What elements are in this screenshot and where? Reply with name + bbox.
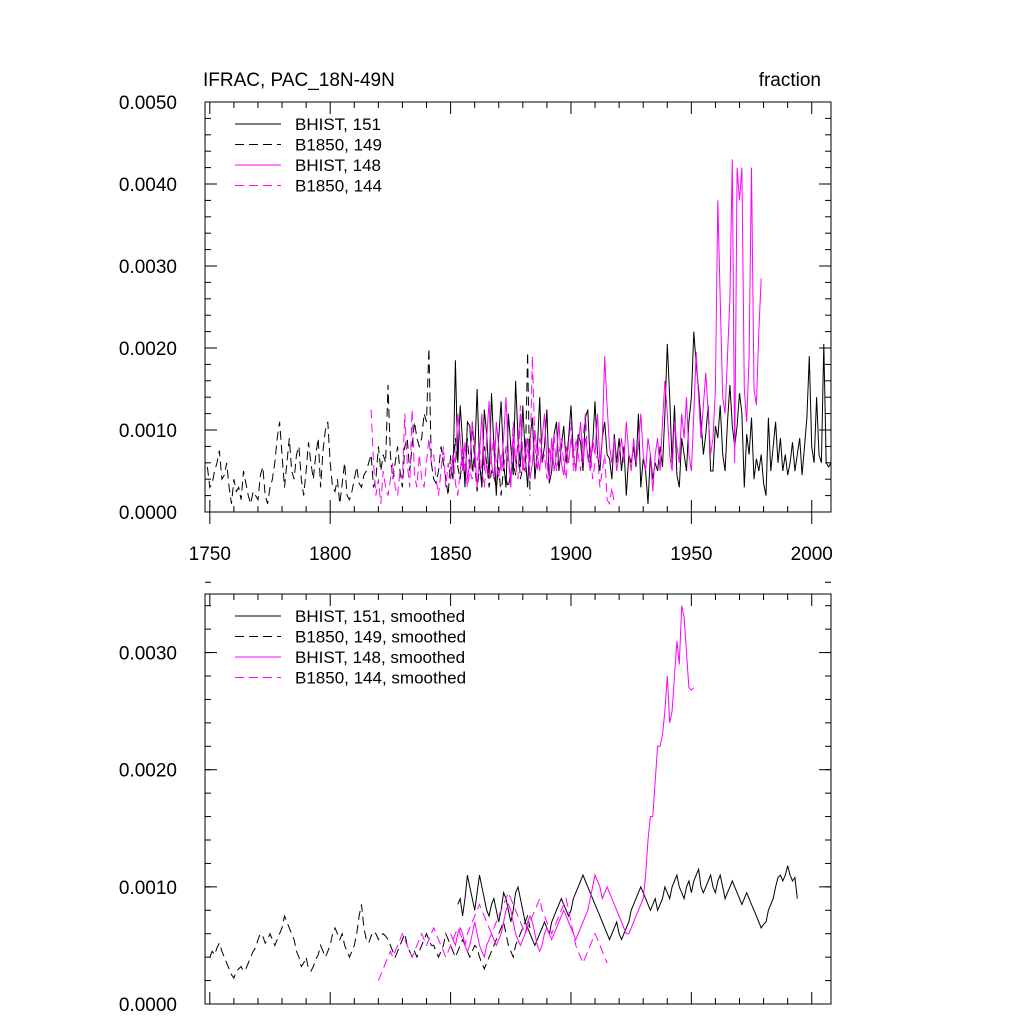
y-tick-label: 0.0020 (119, 761, 177, 782)
y-tick-label: 0.0030 (119, 644, 177, 665)
legend-label: B1850, 144 (295, 177, 382, 196)
series-line (450, 159, 762, 492)
x-tick-label: 1950 (670, 544, 712, 565)
series-line (450, 331, 831, 504)
y-tick-label: 0.0020 (119, 339, 177, 360)
x-tick-label: 1900 (550, 544, 592, 565)
legend-label: B1850, 144, smoothed (295, 669, 466, 688)
y-tick-label: 0.0010 (119, 421, 177, 442)
y-tick-label: 0.0030 (119, 257, 177, 278)
series-line (450, 605, 695, 959)
chart-title: IFRAC, PAC_18N-49N (203, 70, 395, 91)
legend-label: BHIST, 151 (295, 115, 381, 134)
top-panel: 1750 1800 1850 1900 1950 2000 0.0000 0.0010 0.00… (119, 70, 833, 565)
series-line (370, 356, 615, 506)
x-tick-label: 2000 (791, 544, 833, 565)
y-tick-label: 0.0000 (119, 995, 177, 1016)
series-line (206, 347, 531, 504)
units-label: fraction (759, 70, 821, 91)
bottom-panel: 0.0000 0.0010 0.0020 0.0030 BHIST, 151, smoo… (119, 581, 832, 1016)
x-tick-label: 1850 (429, 544, 471, 565)
series-line (209, 904, 531, 980)
x-tick-label: 1800 (309, 544, 351, 565)
series-line (377, 891, 608, 981)
y-tick-label: 0.0040 (119, 175, 177, 196)
legend-label: BHIST, 148 (295, 156, 381, 175)
y-tick-label: 0.0000 (119, 503, 177, 524)
x-tick-label: 1750 (189, 544, 231, 565)
legend-label: BHIST, 148, smoothed (295, 648, 465, 667)
y-tick-label: 0.0050 (119, 93, 177, 114)
legend-label: BHIST, 151, smoothed (295, 607, 465, 626)
plot-frame (204, 101, 832, 513)
plot-frame (204, 593, 832, 1005)
legend-label: B1850, 149 (295, 136, 382, 155)
legend-label: B1850, 149, smoothed (295, 628, 466, 647)
y-tick-label: 0.0010 (119, 878, 177, 899)
series-line (457, 865, 798, 947)
